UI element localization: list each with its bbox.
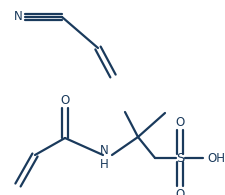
Text: O: O bbox=[175, 115, 185, 129]
Text: N: N bbox=[100, 144, 108, 157]
Text: OH: OH bbox=[207, 152, 225, 165]
Text: O: O bbox=[175, 188, 185, 195]
Text: H: H bbox=[100, 158, 108, 170]
Text: S: S bbox=[176, 152, 184, 165]
Text: N: N bbox=[14, 11, 22, 24]
Text: O: O bbox=[60, 93, 70, 106]
